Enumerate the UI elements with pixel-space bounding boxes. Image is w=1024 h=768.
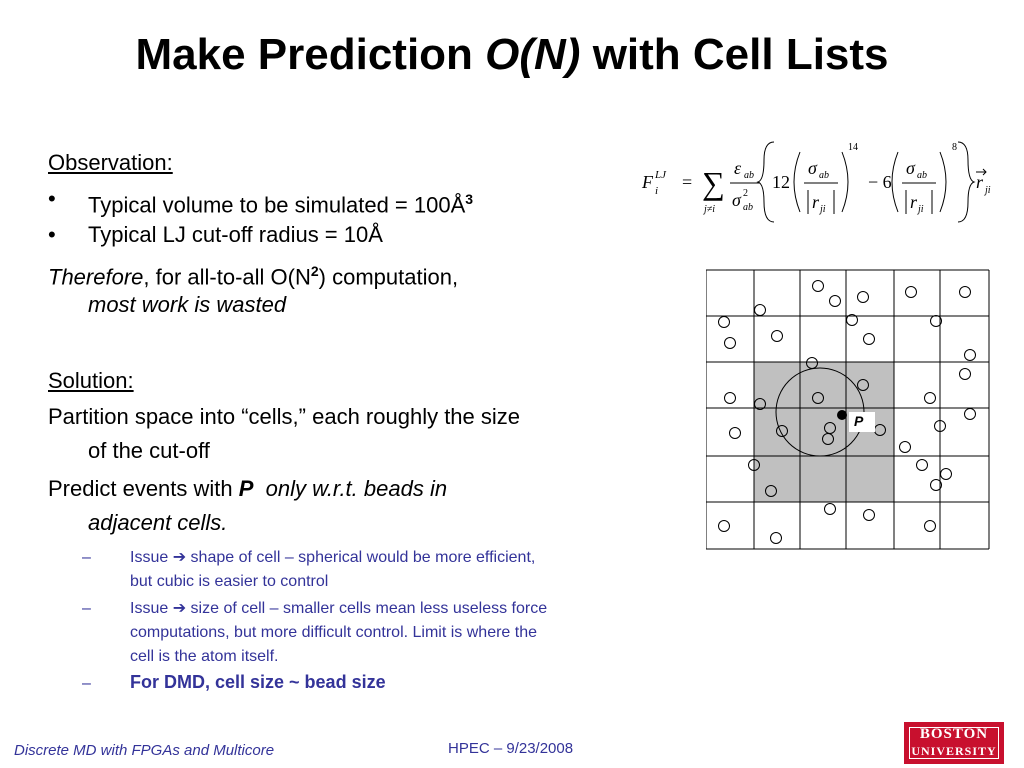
- bead: [812, 392, 824, 404]
- svg-text:ab: ab: [744, 170, 754, 181]
- svg-text:r: r: [976, 172, 984, 192]
- svg-text:LJ: LJ: [654, 169, 667, 181]
- svg-text:ji: ji: [818, 204, 826, 215]
- bead: [934, 420, 946, 432]
- bullet-dot: •: [48, 186, 56, 211]
- bead: [863, 509, 875, 521]
- bead: [724, 337, 736, 349]
- partition-line: Partition space into “cells,” each rough…: [48, 404, 521, 429]
- svg-text:j≠i: j≠i: [702, 204, 715, 215]
- solution-heading: Solution:: [48, 368, 134, 393]
- svg-text:ε: ε: [734, 158, 742, 178]
- footer-date: HPEC – 9/23/2008: [448, 740, 574, 757]
- svg-text:F: F: [641, 172, 654, 192]
- bead: [846, 314, 858, 326]
- svg-text:ab: ab: [819, 170, 829, 181]
- svg-text:i: i: [655, 185, 658, 197]
- bead: [776, 425, 788, 437]
- bead: [770, 532, 782, 544]
- wasted-line: most work is wasted: [88, 292, 287, 317]
- predict-line: Predict events with P only w.r.t. beads …: [48, 476, 448, 501]
- bead: [959, 368, 971, 380]
- svg-text:σ: σ: [808, 158, 818, 178]
- therefore-line: Therefore, for all-to-all O(N2) computat…: [48, 263, 459, 290]
- svg-text:14: 14: [848, 142, 858, 153]
- bead: [718, 316, 730, 328]
- boston-university-logo: BOSTON UNIVERSITY: [904, 722, 1004, 764]
- svg-text:r: r: [910, 192, 918, 212]
- bead: [718, 520, 730, 532]
- partition-line-2: of the cut-off: [88, 438, 210, 463]
- bead: [771, 330, 783, 342]
- bead: [964, 408, 976, 420]
- bead: [724, 392, 736, 404]
- svg-text:ji: ji: [983, 185, 991, 196]
- svg-text:ab: ab: [917, 170, 927, 181]
- svg-text:ji: ji: [916, 204, 924, 215]
- predict-line-2: adjacent cells.: [88, 510, 228, 535]
- bead: [857, 291, 869, 303]
- svg-text:12: 12: [772, 172, 790, 192]
- bead: [748, 459, 760, 471]
- particle-p: [837, 410, 847, 420]
- bead: [863, 333, 875, 345]
- bead: [729, 427, 741, 439]
- beads: [718, 280, 976, 544]
- cell-list-diagram: P: [706, 269, 990, 550]
- bead: [812, 280, 824, 292]
- bead: [899, 441, 911, 453]
- svg-text:=: =: [682, 172, 692, 192]
- svg-text:σ: σ: [906, 158, 916, 178]
- bead: [940, 468, 952, 480]
- bead: [959, 286, 971, 298]
- svg-text:σ: σ: [732, 190, 742, 210]
- svg-text:r: r: [812, 192, 820, 212]
- bead: [857, 379, 869, 391]
- particle-label: P: [854, 413, 864, 429]
- bead: [924, 520, 936, 532]
- bead: [964, 349, 976, 361]
- bead: [754, 398, 766, 410]
- bead: [905, 286, 917, 298]
- svg-text:∑: ∑: [702, 165, 725, 201]
- bead: [824, 503, 836, 515]
- svg-text:ab: ab: [743, 202, 753, 213]
- bead: [930, 315, 942, 327]
- bead: [916, 459, 928, 471]
- observation-heading: Observation:: [48, 150, 173, 175]
- svg-text:8: 8: [952, 142, 957, 153]
- svg-text:− 6: − 6: [868, 172, 892, 192]
- bead: [824, 422, 836, 434]
- cell-grid: [706, 269, 990, 550]
- bullet-dot: •: [48, 222, 56, 247]
- lj-force-formula: F LJ i = ∑ j≠i ε ab σ 2 ab 12 σ ab r ji …: [641, 141, 991, 223]
- bead: [754, 304, 766, 316]
- bead: [765, 485, 777, 497]
- bead: [924, 392, 936, 404]
- particle-label-box: [849, 412, 875, 432]
- footer-title: Discrete MD with FPGAs and Multicore: [14, 742, 275, 759]
- svg-text:2: 2: [743, 188, 748, 199]
- bead: [829, 295, 841, 307]
- slide-title: Make Prediction O(N) with Cell Lists: [135, 30, 889, 79]
- bead: [930, 479, 942, 491]
